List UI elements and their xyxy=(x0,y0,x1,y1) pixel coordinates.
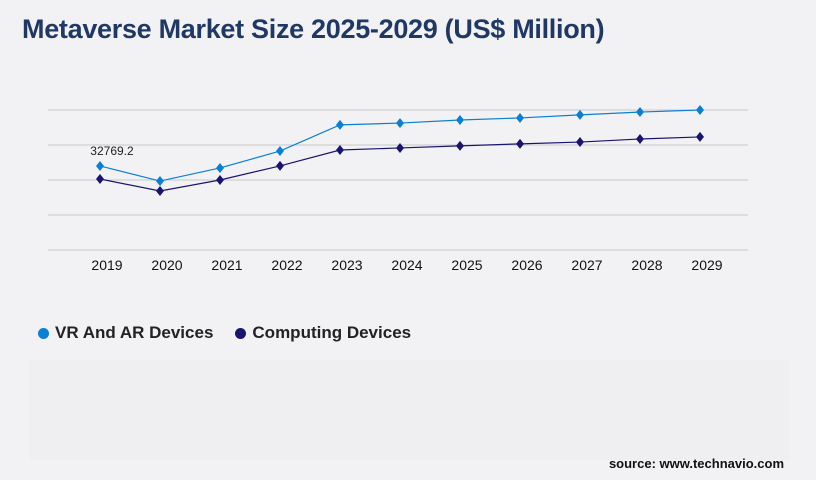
data-point xyxy=(636,107,644,118)
legend-item-vr-ar[interactable]: VR And AR Devices xyxy=(38,323,213,343)
x-tick-label: 2027 xyxy=(571,257,602,273)
data-point xyxy=(396,118,404,129)
source-note: source: www.technavio.com xyxy=(608,456,784,471)
data-point xyxy=(396,142,404,153)
data-point xyxy=(336,145,344,155)
data-point xyxy=(696,105,704,115)
x-tick-label: 2026 xyxy=(511,257,542,273)
x-tick-label: 2020 xyxy=(151,257,182,273)
legend-item-computing[interactable]: Computing Devices xyxy=(235,323,411,343)
data-point xyxy=(456,140,464,151)
legend-label: Computing Devices xyxy=(252,323,412,342)
legend-marker-icon xyxy=(235,327,247,339)
x-tick-label: 2023 xyxy=(331,257,362,273)
x-tick-label: 2028 xyxy=(631,257,662,273)
legend: VR And AR Devices Computing Devices xyxy=(38,323,411,343)
data-point xyxy=(576,109,584,120)
x-tick-label: 2022 xyxy=(271,257,302,273)
x-tick-label: 2025 xyxy=(451,257,482,273)
data-point xyxy=(96,173,104,184)
legend-marker-icon xyxy=(38,327,49,339)
x-tick-label: 2024 xyxy=(391,257,422,273)
x-tick-label: 2021 xyxy=(211,257,242,273)
data-point xyxy=(216,175,224,185)
data-point xyxy=(276,146,284,157)
chart-title: Metaverse Market Size 2025-2029 (US$ Mil… xyxy=(22,14,605,44)
data-point xyxy=(456,115,464,125)
x-tick-label: 2029 xyxy=(691,257,722,273)
data-point xyxy=(216,162,224,173)
data-point xyxy=(516,138,524,149)
data-point xyxy=(576,137,584,148)
data-point xyxy=(96,160,104,171)
data-point xyxy=(696,131,704,142)
legend-label: VR And AR Devices xyxy=(55,323,214,342)
data-label: 32769.2 xyxy=(90,144,134,158)
legend-panel-background xyxy=(30,360,790,460)
data-point xyxy=(636,133,644,144)
data-point xyxy=(276,160,284,171)
data-point xyxy=(156,176,164,187)
line-chart: 2019 2020 2021 2022 2023 2024 2025 2026 2027 2028… xyxy=(48,105,748,273)
data-point xyxy=(336,119,344,130)
data-point xyxy=(516,112,524,123)
x-tick-label: 2019 xyxy=(91,257,122,273)
data-point xyxy=(156,186,164,197)
